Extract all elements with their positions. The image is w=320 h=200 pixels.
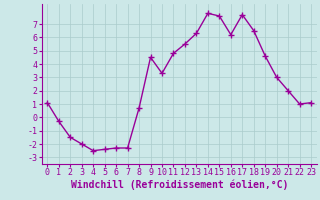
X-axis label: Windchill (Refroidissement éolien,°C): Windchill (Refroidissement éolien,°C) xyxy=(70,180,288,190)
